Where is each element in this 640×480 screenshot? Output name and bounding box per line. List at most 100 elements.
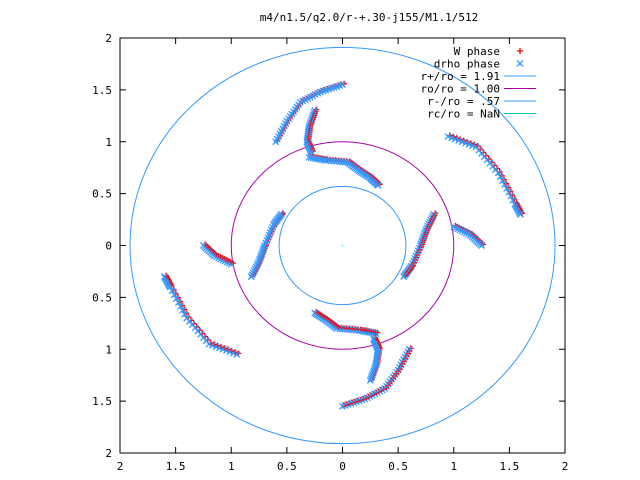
drho-phase-stroke [452, 224, 460, 232]
drho-phase-stroke [322, 156, 330, 164]
drho-phase-stroke [233, 350, 241, 358]
x-tick-label: 1.5 [166, 460, 186, 473]
drho-phase-stroke [327, 157, 335, 165]
drho-phase-stroke [451, 135, 459, 143]
center-point [341, 244, 344, 247]
drho-phase-stroke [501, 181, 508, 189]
drho-phase-point [199, 242, 207, 249]
drho-phase-stroke [400, 273, 408, 281]
drho-phase-point [174, 299, 182, 307]
drho-phase-stroke [494, 169, 502, 177]
drho-phase-point [496, 173, 504, 181]
drho-phase-point [170, 291, 178, 299]
phase-points [161, 80, 525, 410]
drho-phase-point [325, 157, 333, 165]
legend-label: r-/ro = .57 [427, 95, 500, 108]
drho-phase-stroke [172, 295, 180, 303]
drho-phase-stroke [336, 158, 344, 166]
y-tick-label: 1 [105, 343, 112, 356]
drho-phase-stroke [469, 142, 476, 150]
x-tick-label: 2 [562, 460, 569, 473]
drho-phase-stroke [212, 343, 220, 351]
drho-phase-stroke [417, 240, 425, 248]
drho-phase-stroke [483, 156, 491, 164]
y-tick-label: 1 [105, 136, 112, 149]
x-tick-label: 0.5 [277, 460, 297, 473]
drho-phase-point [400, 273, 408, 281]
drho-phase-stroke [498, 177, 506, 185]
drho-phase-stroke [455, 136, 463, 144]
drho-phase-stroke [199, 242, 207, 249]
drho-phase-stroke [183, 314, 191, 322]
legend-label: W phase [454, 45, 500, 58]
drho-phase-point [494, 169, 502, 177]
drho-phase-stroke [199, 334, 207, 342]
drho-phase-stroke [307, 148, 315, 156]
drho-phase-stroke [202, 337, 210, 345]
drho-phase-stroke [448, 134, 456, 142]
x-tick-label: 0.5 [388, 460, 408, 473]
drho-phase-stroke [186, 317, 193, 325]
y-tick-label: 2 [105, 32, 112, 45]
drho-phase-stroke [277, 210, 285, 218]
drho-phase-stroke [496, 173, 504, 181]
drho-phase-point [333, 158, 341, 165]
drho-phase-stroke [475, 146, 483, 154]
drho-phase-stroke [347, 326, 355, 334]
drho-phase-stroke [219, 345, 227, 353]
y-tick-labels: 2 1.5 1 0.5 0 0.5 1 1.5 2 [92, 32, 112, 460]
drho-phase-stroke [333, 158, 341, 165]
drho-phase-stroke [311, 309, 319, 317]
drho-phase-stroke [174, 299, 182, 307]
drho-phase-stroke [458, 138, 466, 146]
chart-title: m4/n1.5/q2.0/r-+.30-j155/M1.1/512 [260, 11, 479, 24]
drho-phase-stroke [191, 324, 199, 332]
drho-phase-point [339, 402, 346, 410]
drho-phase-stroke [168, 287, 176, 295]
drho-phase-stroke [325, 157, 333, 165]
drho-phase-point [417, 240, 425, 248]
drho-phase-point [330, 157, 338, 165]
drho-phase-point [322, 156, 330, 164]
drho-phase-point [179, 306, 187, 314]
legend-swatch-cross [516, 60, 524, 67]
drho-phase-stroke [462, 139, 470, 147]
axis-ticks [119, 37, 566, 454]
y-tick-label: 1.5 [92, 84, 112, 97]
drho-phase-stroke [197, 330, 205, 338]
y-tick-label: 2 [105, 447, 112, 460]
drho-phase-point [181, 310, 189, 318]
drho-phase-stroke [505, 188, 513, 196]
y-tick-label: 1.5 [92, 395, 112, 408]
y-tick-label: 0.5 [92, 291, 112, 304]
drho-phase-stroke [472, 143, 480, 151]
drho-phase-point [507, 192, 515, 200]
drho-phase-stroke [179, 306, 187, 314]
drho-phase-stroke [181, 310, 189, 318]
drho-phase-point [168, 287, 176, 295]
drho-phase-stroke [509, 196, 517, 204]
drho-phase-stroke [209, 341, 216, 349]
drho-phase-stroke [350, 326, 358, 334]
drho-phase-point [336, 158, 344, 166]
drho-phase-stroke [374, 181, 382, 189]
drho-phase-stroke [341, 158, 349, 166]
drho-phase-stroke [177, 302, 184, 310]
drho-phase-point [370, 335, 378, 343]
reference-circle [129, 46, 556, 445]
drho-phase-stroke [339, 158, 346, 166]
drho-phase-stroke [464, 230, 472, 238]
drho-phase-stroke [161, 273, 168, 281]
drho-phase-stroke [344, 326, 352, 333]
drho-phase-point [478, 242, 486, 249]
drho-phase-stroke [486, 159, 494, 167]
legend-label: drho phase [434, 58, 500, 71]
drho-phase-stroke [339, 81, 346, 89]
drho-phase-point [517, 210, 524, 218]
drho-phase-stroke [492, 166, 499, 174]
drho-phase-point [177, 302, 184, 310]
drho-phase-stroke [456, 226, 464, 234]
x-tick-label: 2 [117, 460, 124, 473]
